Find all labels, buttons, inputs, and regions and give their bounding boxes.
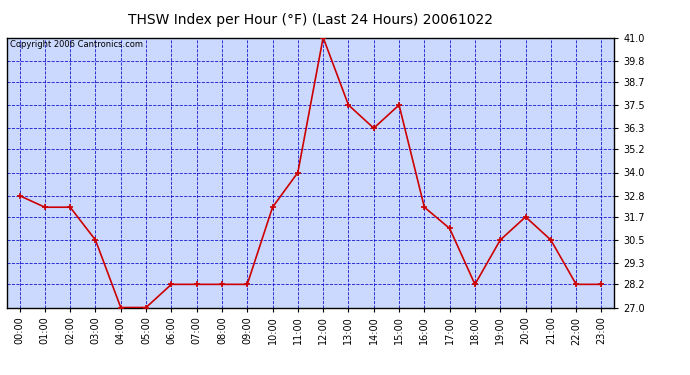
- Text: Copyright 2006 Cantronics.com: Copyright 2006 Cantronics.com: [10, 40, 143, 49]
- Text: THSW Index per Hour (°F) (Last 24 Hours) 20061022: THSW Index per Hour (°F) (Last 24 Hours)…: [128, 13, 493, 27]
